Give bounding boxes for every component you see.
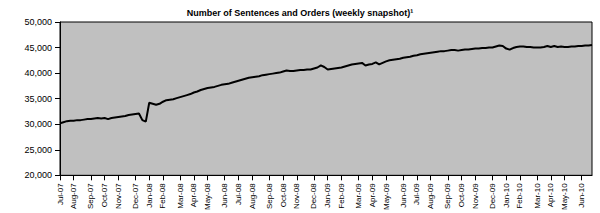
svg-text:Feb-08: Feb-08	[158, 183, 167, 209]
svg-text:Apr-08: Apr-08	[189, 183, 198, 208]
svg-text:50,000: 50,000	[24, 17, 52, 27]
svg-text:May-08: May-08	[203, 183, 212, 210]
svg-text:Number of Sentences and Orders: Number of Sentences and Orders (weekly s…	[187, 8, 414, 18]
svg-text:35,000: 35,000	[24, 94, 52, 104]
svg-text:Oct-08: Oct-08	[279, 183, 288, 208]
svg-text:May-10: May-10	[560, 183, 569, 210]
svg-text:Jan-09: Jan-09	[323, 183, 332, 208]
svg-text:Jun-10: Jun-10	[577, 183, 586, 208]
svg-text:Mar-09: Mar-09	[354, 183, 363, 209]
svg-text:Jul-07: Jul-07	[56, 183, 65, 205]
svg-text:Mar-10: Mar-10	[533, 183, 542, 209]
svg-text:Jun-09: Jun-09	[399, 183, 408, 208]
svg-text:Nov-08: Nov-08	[292, 183, 301, 209]
svg-text:Jul-09: Jul-09	[412, 183, 421, 205]
svg-text:Aug-08: Aug-08	[248, 183, 257, 209]
svg-text:Oct-09: Oct-09	[457, 183, 466, 208]
svg-text:30,000: 30,000	[24, 119, 52, 129]
svg-text:Nov-07: Nov-07	[114, 183, 123, 209]
svg-text:Sep-07: Sep-07	[86, 183, 95, 209]
svg-text:Oct-07: Oct-07	[100, 183, 109, 208]
svg-text:Mar-08: Mar-08	[176, 183, 185, 209]
svg-text:Feb-10: Feb-10	[515, 183, 524, 209]
svg-text:Jan-08: Jan-08	[145, 183, 154, 208]
svg-text:Aug-07: Aug-07	[69, 183, 78, 209]
svg-text:Jan-10: Jan-10	[502, 183, 511, 208]
svg-text:45,000: 45,000	[24, 43, 52, 53]
svg-text:Jul-08: Jul-08	[234, 183, 243, 205]
svg-text:Dec-09: Dec-09	[488, 183, 497, 209]
svg-text:Feb-09: Feb-09	[337, 183, 346, 209]
svg-text:Apr-10: Apr-10	[546, 183, 555, 208]
svg-text:May-09: May-09	[382, 183, 391, 210]
svg-text:Sep-08: Sep-08	[265, 183, 274, 209]
svg-text:Apr-09: Apr-09	[368, 183, 377, 208]
svg-text:Jun-08: Jun-08	[220, 183, 229, 208]
svg-text:Sep-09: Sep-09	[443, 183, 452, 209]
svg-text:Dec-07: Dec-07	[131, 183, 140, 209]
svg-text:Aug-09: Aug-09	[426, 183, 435, 209]
svg-text:40,000: 40,000	[24, 68, 52, 78]
svg-text:25,000: 25,000	[24, 145, 52, 155]
svg-text:20,000: 20,000	[24, 170, 52, 180]
svg-text:Dec-08: Dec-08	[309, 183, 318, 209]
svg-text:Nov-09: Nov-09	[471, 183, 480, 209]
